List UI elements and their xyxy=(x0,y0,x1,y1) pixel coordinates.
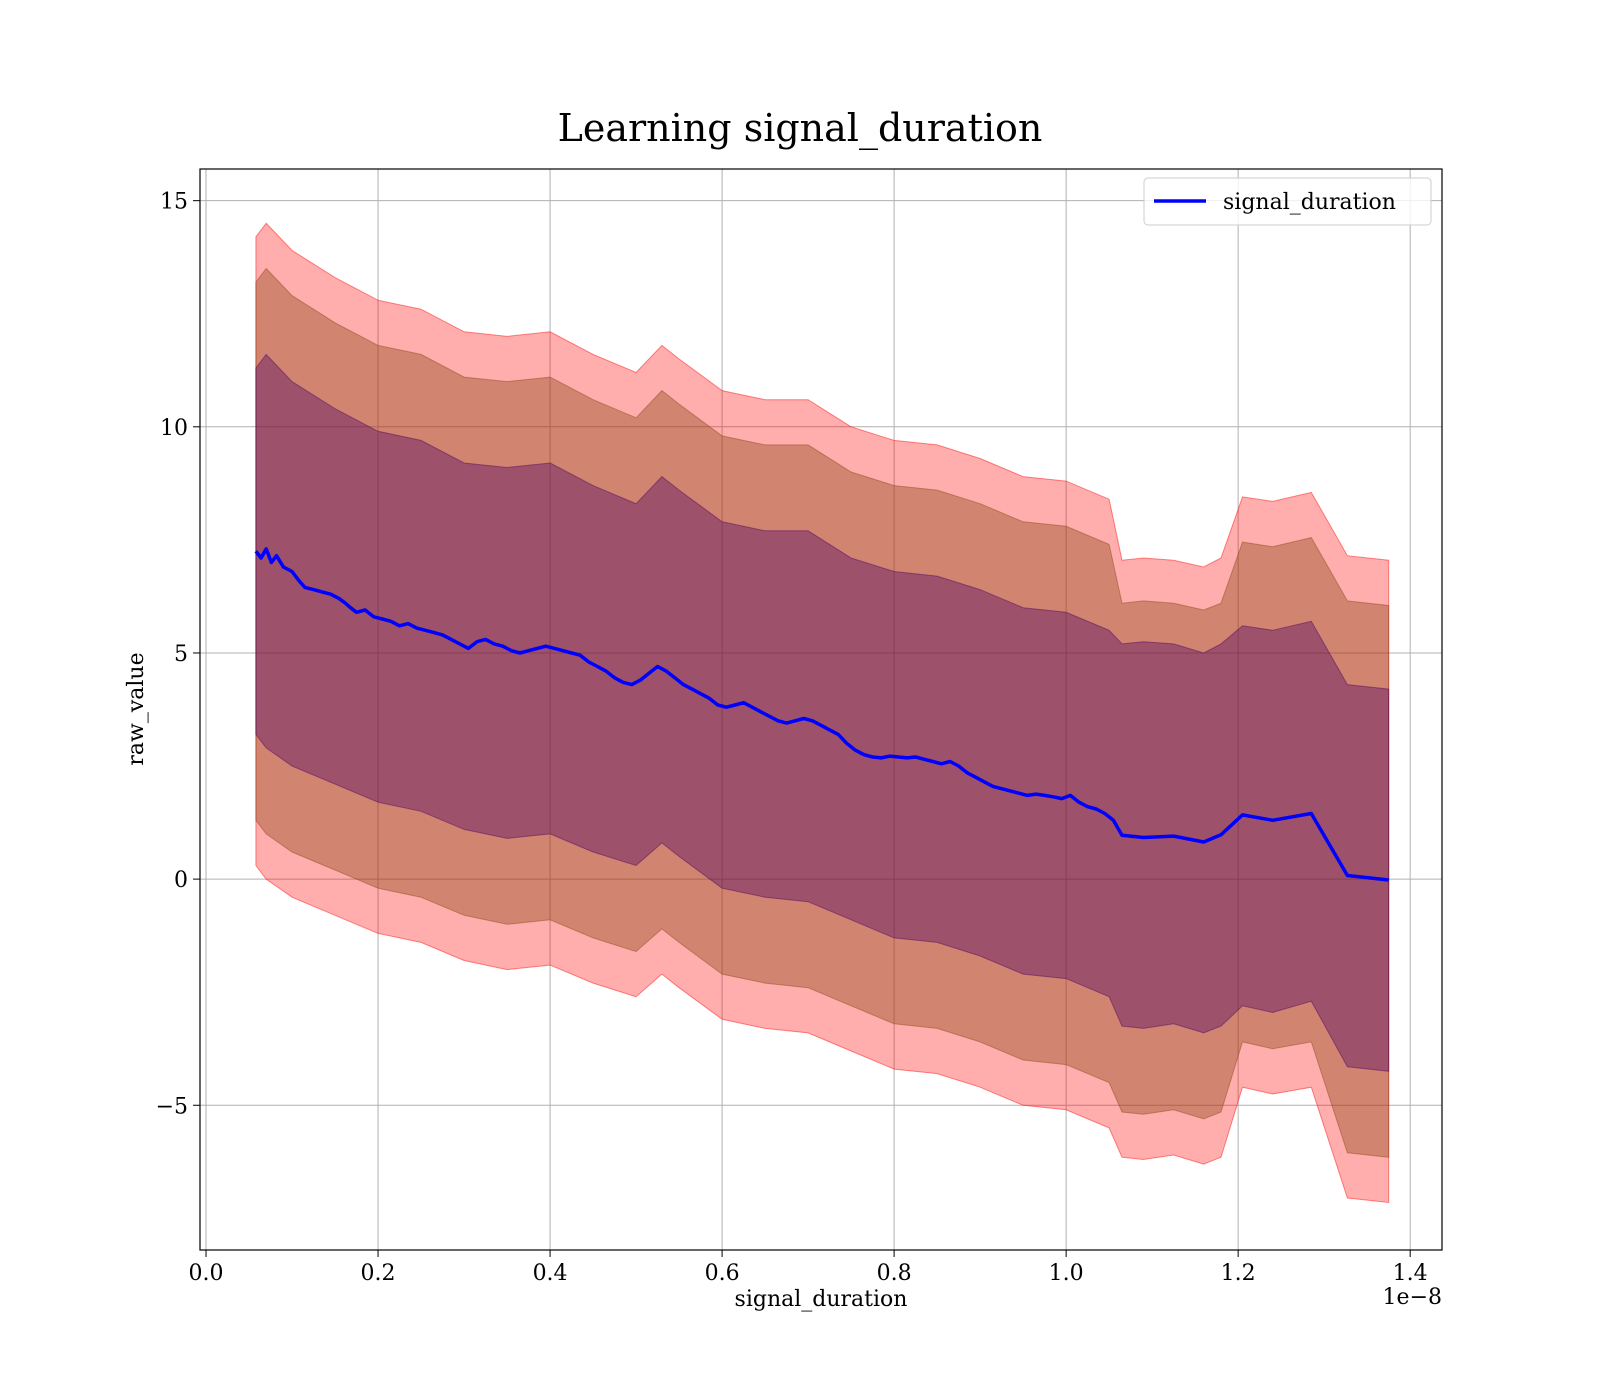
x-tick-label: 0.2 xyxy=(361,1261,396,1286)
y-axis-ticks: −5 0 5 10 15 xyxy=(156,190,200,1119)
y-tick-label: 0 xyxy=(174,868,188,893)
series-lines xyxy=(254,547,1389,882)
x-tick-label: 0.0 xyxy=(189,1261,224,1286)
legend: signal_duration xyxy=(1143,177,1432,226)
plot-frame xyxy=(199,168,1443,1251)
grid xyxy=(200,169,1442,1250)
chart-title: Learning signal_duration xyxy=(558,106,1043,151)
series-line-signal_duration xyxy=(254,547,1389,882)
x-tick-label: 0.4 xyxy=(533,1261,568,1286)
y-tick-label: 15 xyxy=(160,190,188,215)
band-inner xyxy=(255,353,1390,1072)
y-tick-label: 5 xyxy=(174,642,188,667)
x-axis-label: signal_duration xyxy=(735,1287,908,1312)
y-axis-label: raw_value xyxy=(124,652,149,765)
band-middle xyxy=(255,267,1390,1158)
x-axis-offset-label: 1e−8 xyxy=(1383,1285,1442,1310)
x-tick-label: 1.4 xyxy=(1393,1261,1428,1286)
legend-box xyxy=(1143,177,1432,226)
y-tick-label: 10 xyxy=(160,416,188,441)
x-tick-label: 1.0 xyxy=(1049,1261,1084,1286)
y-tick-label: −5 xyxy=(156,1094,188,1119)
x-tick-label: 1.2 xyxy=(1221,1261,1256,1286)
band-outer xyxy=(255,222,1390,1204)
x-tick-label: 0.6 xyxy=(705,1261,740,1286)
confidence-bands xyxy=(255,222,1390,1204)
x-axis-ticks: 0.0 0.2 0.4 0.6 0.8 1.0 1.2 1.4 xyxy=(189,1250,1428,1286)
legend-label: signal_duration xyxy=(1223,190,1396,215)
x-tick-label: 0.8 xyxy=(877,1261,912,1286)
